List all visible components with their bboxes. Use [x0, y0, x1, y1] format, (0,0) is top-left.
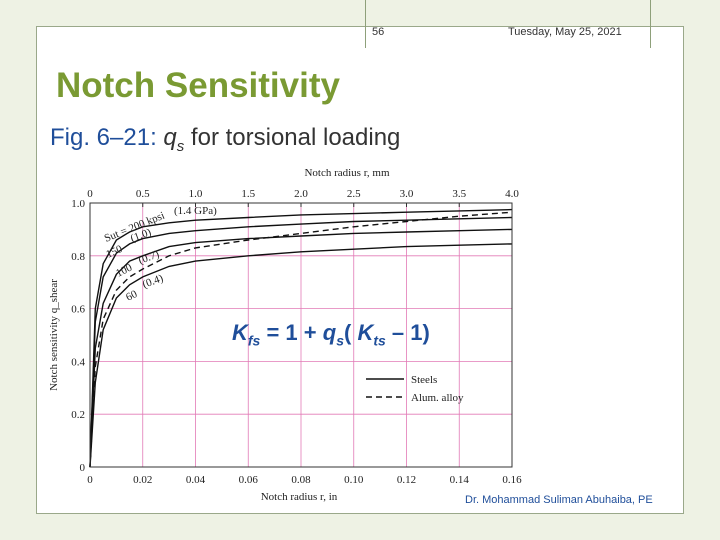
x-tick-label: 0.10 — [344, 474, 364, 486]
x-tick-label: 0.14 — [450, 474, 470, 486]
x2-tick-label: 0 — [87, 188, 93, 200]
y-tick-label: 1.0 — [71, 198, 85, 210]
figure-number: Fig. 6–21: — [50, 124, 157, 151]
y-tick-label: 0 — [80, 462, 86, 474]
formula-q: q — [322, 320, 337, 345]
formula-open: ( — [343, 320, 358, 345]
author-credit: Dr. Mohammad Suliman Abuhaiba, PE — [465, 494, 653, 506]
curve-label: 60 — [124, 288, 140, 304]
series-line-2 — [89, 228, 513, 468]
x2-tick-label: 2.0 — [294, 188, 308, 200]
curve-label: (0.7) — [137, 248, 161, 267]
x-tick-label: 0.08 — [291, 474, 311, 486]
q-symbol: q — [163, 124, 177, 151]
curve-label: 150 — [104, 243, 124, 261]
x-tick-label: 0.04 — [186, 474, 206, 486]
x-tick-label: 0.06 — [239, 474, 259, 486]
y-tick-label: 0.2 — [71, 409, 85, 421]
x2-tick-label: 3.5 — [452, 188, 466, 200]
chart-ticks: 0 0.02 0.04 0.06 0.08 0.10 0.12 0.14 0.16 0 0.5 1.0… — [71, 188, 522, 486]
y-tick-label: 0.4 — [71, 356, 85, 368]
plot-frame — [89, 202, 513, 468]
bottom-axis-title: Notch radius r, in — [261, 491, 338, 503]
q-subscript: s — [176, 137, 185, 155]
caption-text: for torsional loading — [184, 124, 401, 151]
curve-label: (0.4) — [141, 272, 165, 291]
legend-label: Alum. alloy — [411, 392, 464, 404]
formula-close: – 1) — [385, 320, 430, 345]
legend-label: Steels — [411, 374, 437, 386]
x2-tick-label: 3.0 — [400, 188, 414, 200]
formula-k2: K — [357, 320, 374, 345]
series-line-3 — [89, 243, 513, 468]
figure-caption: Fig. 6–21: qs for torsional loading — [50, 124, 400, 155]
top-axis-title: Notch radius r, mm — [304, 167, 390, 179]
chart-curves — [89, 208, 513, 468]
formula-q-sub: s — [336, 332, 344, 349]
x-tick-label: 0.16 — [502, 474, 522, 486]
header-divider — [650, 0, 651, 48]
x2-tick-label: 4.0 — [505, 188, 519, 200]
curve-label: 100 — [114, 261, 135, 279]
slide-number: 56 — [372, 26, 385, 38]
series-line-1 — [89, 216, 513, 468]
x-tick-label: 0 — [87, 474, 93, 486]
x2-tick-label: 0.5 — [136, 188, 150, 200]
x2-tick-label: 1.5 — [241, 188, 255, 200]
curve-label: (1.4 GPa) — [174, 205, 217, 217]
formula-k2-sub: ts — [373, 332, 386, 349]
series-line-4 — [89, 211, 513, 468]
slide-title: Notch Sensitivity — [56, 66, 340, 105]
formula-eq: = 1 + — [260, 320, 323, 345]
x-tick-label: 0.02 — [133, 474, 152, 486]
x2-tick-label: 1.0 — [189, 188, 203, 200]
chart-legend: Steels Alum. alloy — [366, 374, 464, 404]
y-tick-label: 0.8 — [71, 251, 85, 263]
x-tick-label: 0.12 — [397, 474, 416, 486]
y-axis-title: Notch sensitivity q_shear — [48, 279, 60, 391]
formula-k: K — [232, 320, 248, 345]
x2-tick-label: 2.5 — [347, 188, 361, 200]
slide-panel — [36, 26, 684, 514]
formula-k-sub: fs — [247, 332, 261, 349]
y-tick-label: 0.6 — [71, 304, 85, 316]
slide-date: Tuesday, May 25, 2021 — [508, 26, 622, 38]
notch-sensitivity-chart: 0 0.02 0.04 0.06 0.08 0.10 0.12 0.14 0.16 0 0.5 1.0… — [48, 167, 522, 503]
header-divider — [365, 0, 366, 48]
series-line-0 — [89, 208, 513, 468]
formula: Kfs = 1 + qs( Kts – 1) — [232, 320, 430, 348]
